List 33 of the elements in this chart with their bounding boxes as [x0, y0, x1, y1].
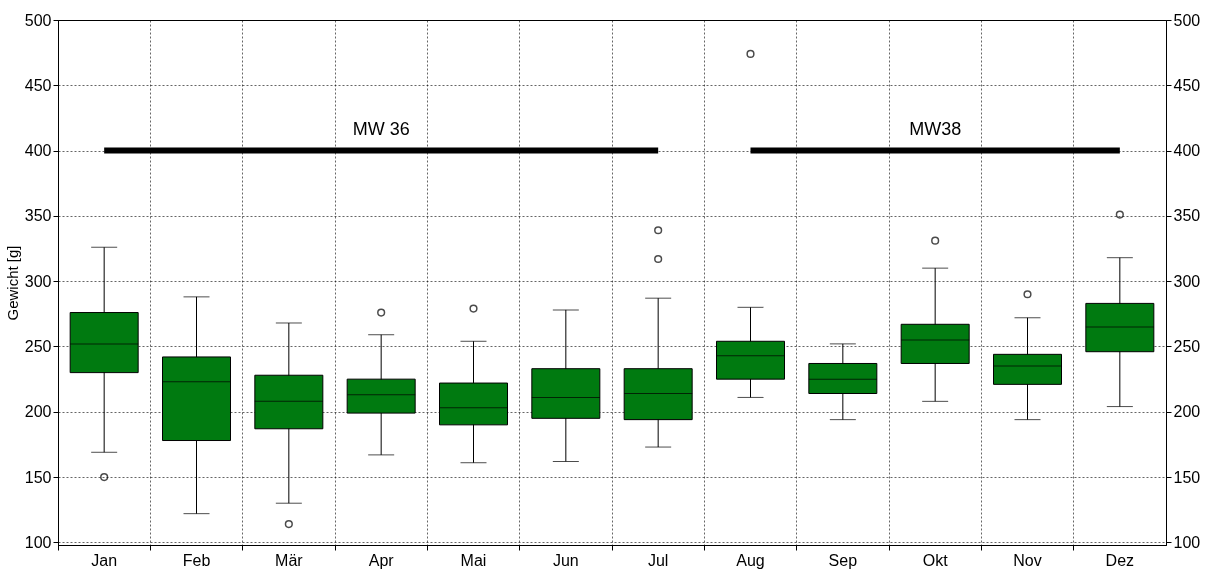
x-tick-label: Jan — [91, 551, 118, 569]
y2-tick-label: 200 — [1173, 403, 1201, 421]
x-tick-label: Aug — [736, 551, 765, 569]
y2-tick-label: 350 — [1173, 207, 1201, 225]
annotation: MW38 — [909, 118, 962, 139]
y-tick-label: 300 — [24, 272, 52, 290]
y-tick-label: 250 — [24, 337, 52, 355]
x-tick-label: Dez — [1105, 551, 1135, 569]
x-tick-label: Feb — [182, 551, 211, 569]
x-tick-label: Okt — [922, 551, 949, 569]
x-tick-label: Jul — [647, 551, 669, 569]
y-tick-label: 350 — [24, 207, 52, 225]
y2-tick-label: 250 — [1173, 337, 1201, 355]
y-tick-label: 450 — [24, 76, 52, 94]
y2-tick-label: 400 — [1173, 142, 1201, 160]
x-tick-label: Sep — [828, 551, 858, 569]
x-tick-label: Apr — [368, 551, 395, 569]
y-tick-label: 500 — [24, 11, 52, 29]
annotation: MW 36 — [352, 118, 410, 139]
y-axis-title: Gewicht [g] — [3, 245, 21, 321]
x-tick-label: Nov — [1013, 551, 1042, 569]
y2-tick-label: 500 — [1173, 11, 1201, 29]
y2-tick-label: 450 — [1173, 76, 1201, 94]
y-tick-label: 150 — [24, 468, 52, 486]
x-tick-label: Mai — [460, 551, 487, 569]
y-tick-label: 200 — [24, 403, 52, 421]
y2-tick-label: 150 — [1173, 468, 1201, 486]
y2-tick-label: 300 — [1173, 272, 1201, 290]
y-tick-label: 400 — [24, 142, 52, 160]
x-tick-label: Mär — [275, 551, 304, 569]
x-tick-label: Jun — [552, 551, 579, 569]
y-tick-label: 100 — [24, 533, 52, 551]
y2-tick-label: 100 — [1173, 533, 1201, 551]
